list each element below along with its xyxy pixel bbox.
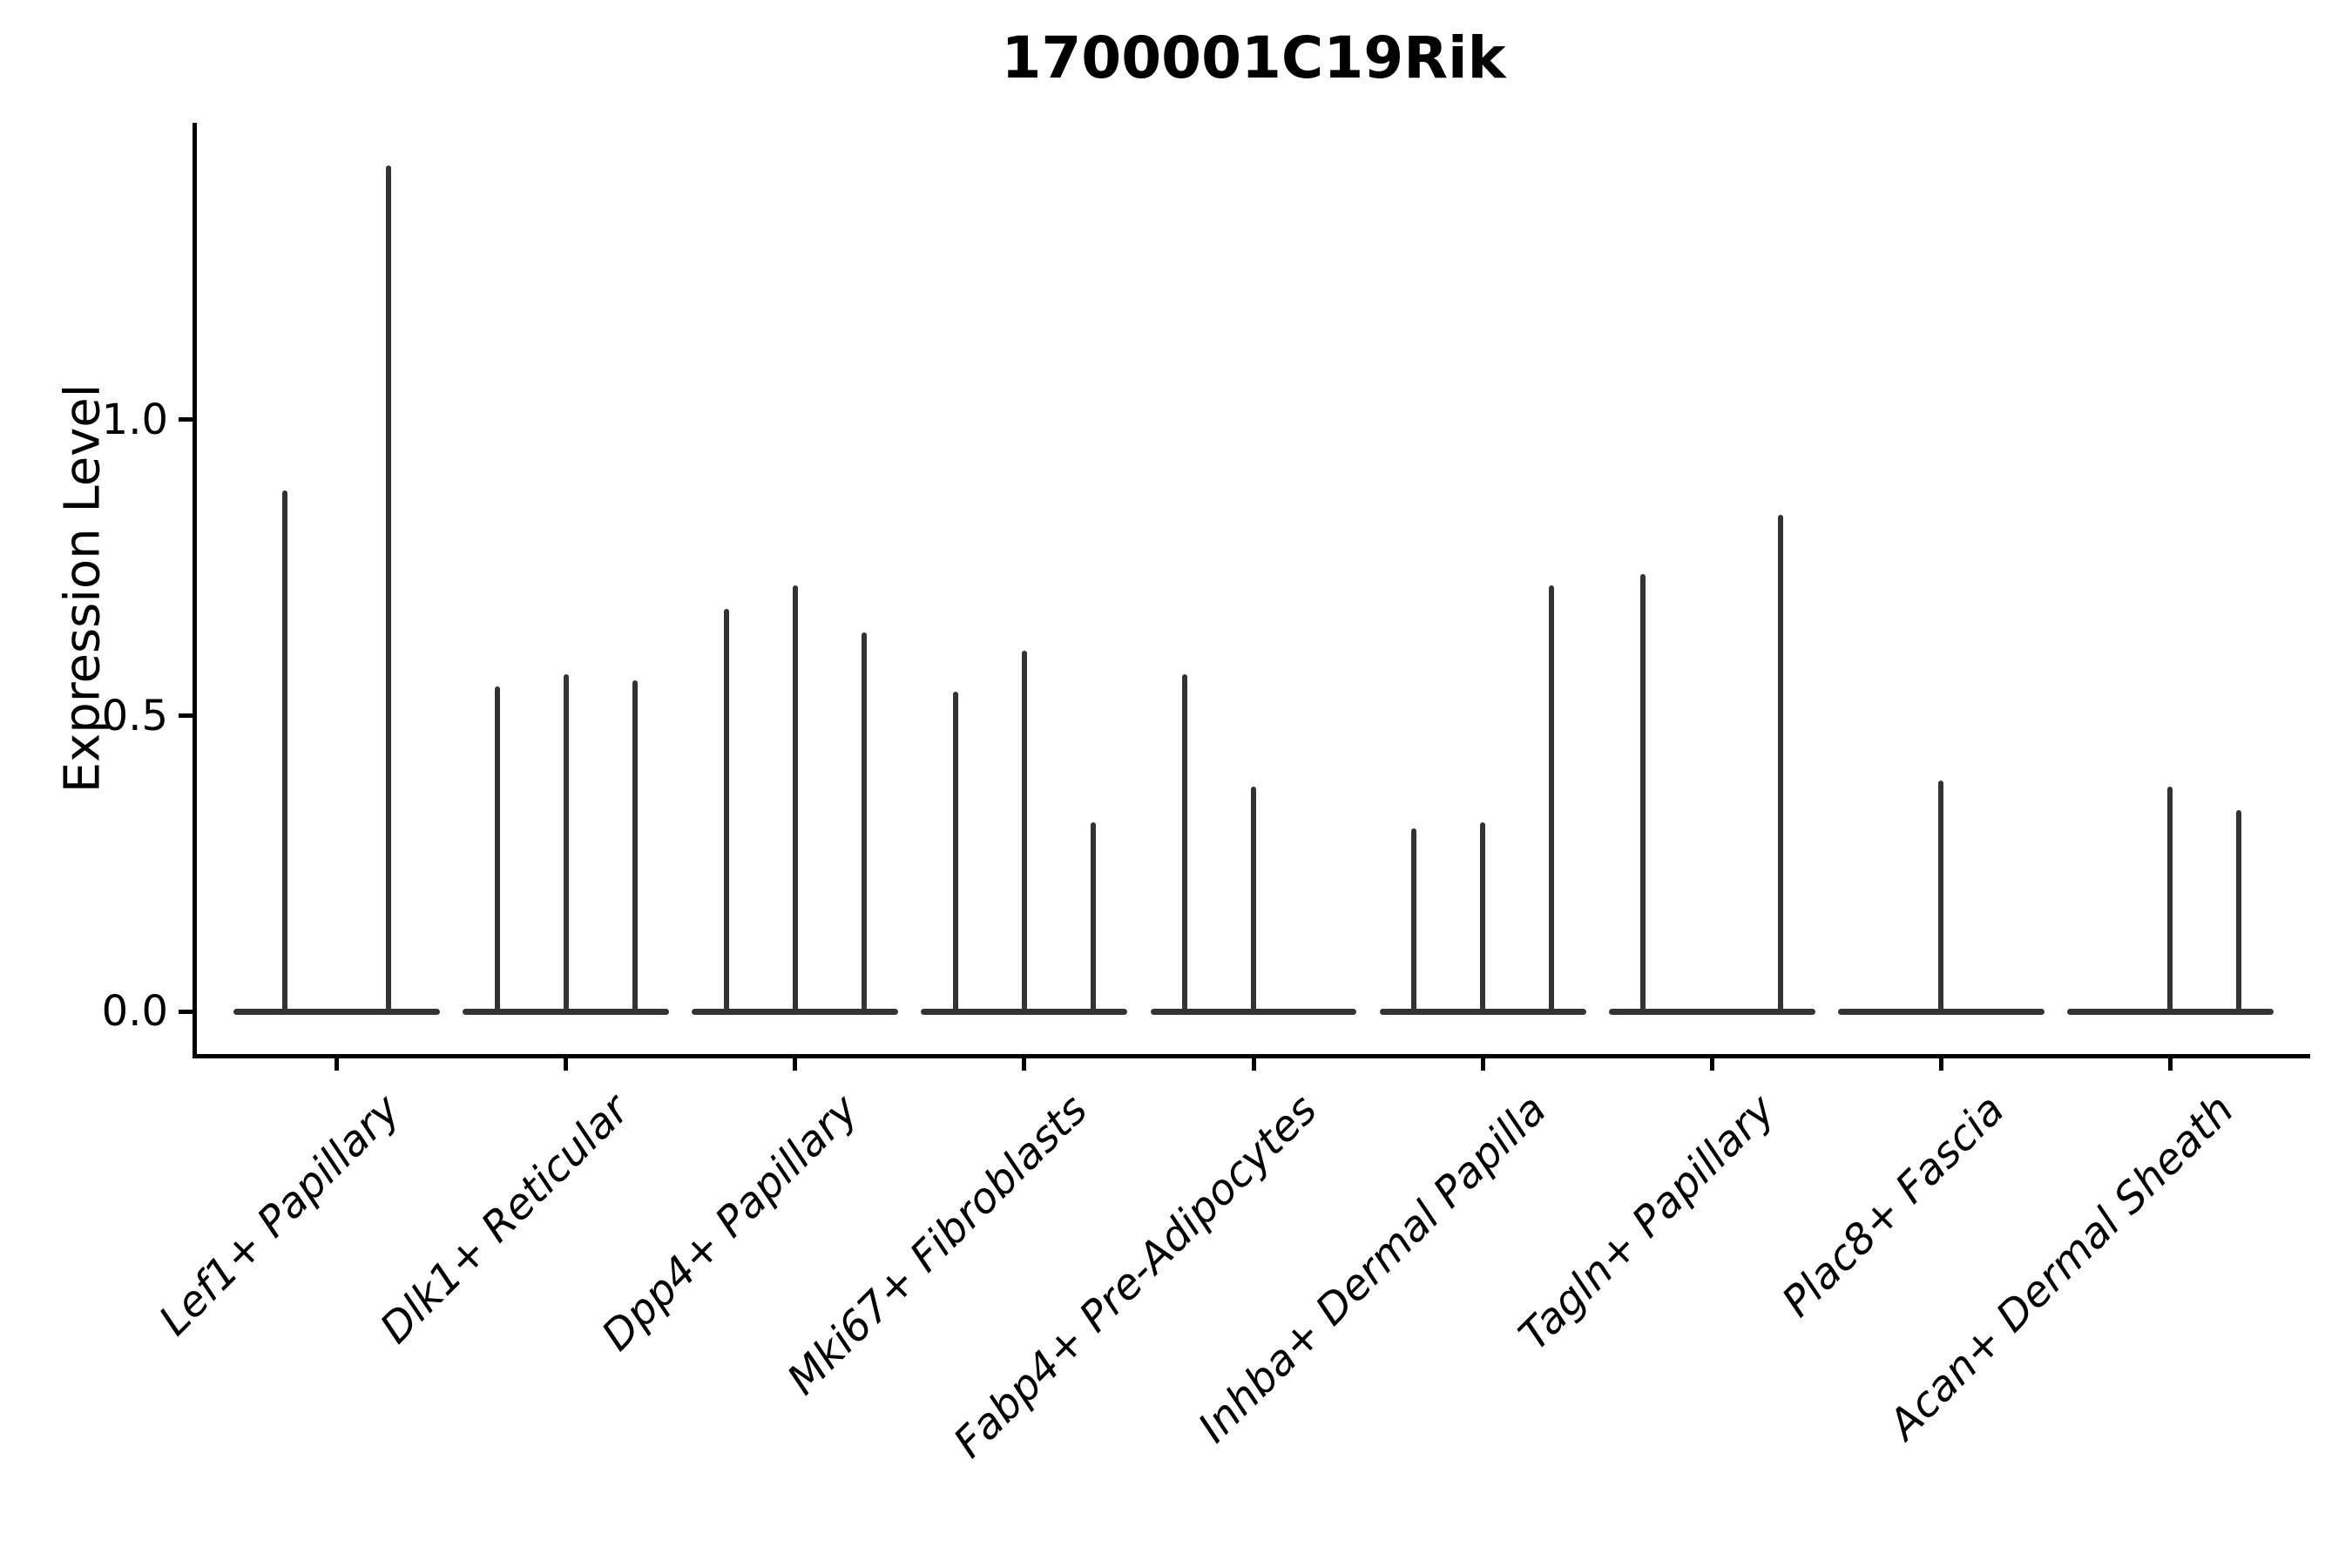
x-tick-label: Lef1+ Papillary xyxy=(149,1085,409,1345)
x-tick-label: Plac8+ Fascia xyxy=(1773,1085,2014,1327)
y-tick xyxy=(179,1009,193,1014)
x-tick xyxy=(1022,1057,1027,1071)
y-tick-label: 1.0 xyxy=(101,395,168,444)
violin-spike xyxy=(861,632,867,1014)
violin-spike xyxy=(1411,828,1417,1014)
violin-spike xyxy=(2167,787,2173,1014)
y-tick xyxy=(179,417,193,422)
x-tick-label: Dlk1+ Reticular xyxy=(370,1085,639,1354)
violin-baseline xyxy=(233,1008,440,1015)
violin-spike xyxy=(1938,781,1944,1014)
x-axis-spine xyxy=(193,1054,2310,1058)
violin-spike xyxy=(1182,673,1188,1014)
x-tick xyxy=(793,1057,798,1071)
violin-baseline xyxy=(1608,1008,1815,1015)
violin-spike xyxy=(632,679,638,1014)
violin-spike xyxy=(494,686,500,1014)
violin-spike xyxy=(1090,821,1096,1014)
violin-spike xyxy=(282,490,288,1014)
x-tick-label: Dpp4+ Papillary xyxy=(592,1085,868,1361)
violin-spike xyxy=(723,609,729,1014)
x-tick-label: Tagln+ Papillary xyxy=(1510,1085,1785,1361)
y-tick xyxy=(179,713,193,719)
violin-spike xyxy=(2236,810,2242,1014)
y-tick-label: 0.0 xyxy=(101,987,168,1037)
violin-spike xyxy=(563,673,569,1014)
violin-spike xyxy=(1778,514,1784,1014)
x-tick xyxy=(564,1057,569,1071)
x-tick xyxy=(1251,1057,1256,1071)
violin-spike xyxy=(1021,650,1027,1014)
x-tick xyxy=(2167,1057,2173,1071)
violin-spike xyxy=(1549,585,1555,1014)
x-tick xyxy=(1709,1057,1714,1071)
plot-title: 1700001C19Rik xyxy=(1001,24,1506,91)
x-tick xyxy=(1938,1057,1943,1071)
violin-spike xyxy=(385,165,391,1014)
violin-spike xyxy=(952,692,958,1014)
y-axis-spine xyxy=(193,123,197,1058)
y-axis-label-box: Expression Level xyxy=(52,123,113,1054)
x-tick xyxy=(335,1057,339,1071)
y-tick-label: 0.5 xyxy=(101,691,168,740)
violin-spike xyxy=(1251,787,1256,1014)
violin-spike xyxy=(1640,573,1646,1014)
violin-spike xyxy=(792,585,798,1014)
x-tick xyxy=(1480,1057,1485,1071)
violin-spike xyxy=(1480,821,1486,1014)
